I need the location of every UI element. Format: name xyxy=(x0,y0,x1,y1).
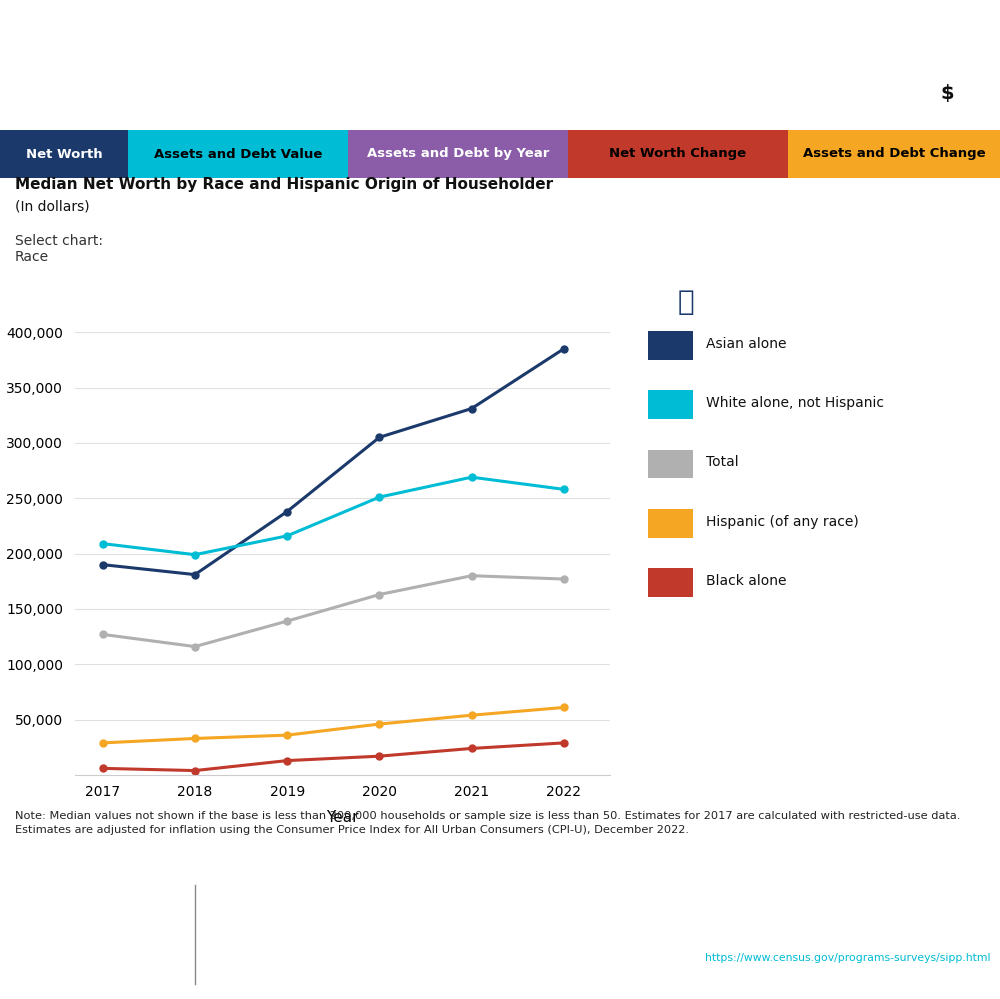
Text: Black alone: Black alone xyxy=(706,573,787,587)
Bar xyxy=(788,130,1000,178)
Text: Net Worth Change: Net Worth Change xyxy=(609,148,747,161)
Text: U.S. Department of Commerce: U.S. Department of Commerce xyxy=(210,899,449,913)
Text: (In dollars): (In dollars) xyxy=(15,200,90,214)
Text: Bureau: Bureau xyxy=(22,971,64,984)
Bar xyxy=(648,568,693,596)
Bar xyxy=(648,332,693,360)
Bar xyxy=(0,130,128,178)
Text: Race: Race xyxy=(15,250,49,264)
Polygon shape xyxy=(917,23,973,83)
Text: Source: 2017–2022 Survey of Income and Program Participation: Source: 2017–2022 Survey of Income and P… xyxy=(640,895,990,905)
Bar xyxy=(648,508,693,537)
Text: U.S. CENSUS BUREAU: U.S. CENSUS BUREAU xyxy=(210,921,344,931)
Text: $: $ xyxy=(940,84,954,103)
X-axis label: Year: Year xyxy=(326,810,359,825)
Text: Census: Census xyxy=(18,915,164,949)
Text: ⓘ: ⓘ xyxy=(677,289,694,317)
Text: White alone, not Hispanic: White alone, not Hispanic xyxy=(706,397,884,411)
Text: Select chart:: Select chart: xyxy=(15,234,103,248)
Bar xyxy=(568,130,788,178)
Text: Net Worth: Net Worth xyxy=(26,148,102,161)
Text: https://www.census.gov/programs-surveys/sipp.html: https://www.census.gov/programs-surveys/… xyxy=(704,953,990,963)
Bar xyxy=(648,391,693,420)
Bar xyxy=(348,130,568,178)
Text: Data Management System Project Number P-7516454,: Data Management System Project Number P-… xyxy=(691,914,990,924)
Text: United States®: United States® xyxy=(22,899,103,909)
Text: Assets and Debt by Year: Assets and Debt by Year xyxy=(367,148,549,161)
Text: Hispanic (of any race): Hispanic (of any race) xyxy=(706,514,859,528)
Text: Total: Total xyxy=(706,456,739,470)
Text: Disclosure Review Board Clearance Numbers: CBDRB-FY20-369, CBDRB-FY24-0222,: Disclosure Review Board Clearance Number… xyxy=(533,933,990,943)
Bar xyxy=(648,450,693,479)
Text: Asian alone: Asian alone xyxy=(706,337,787,351)
Bar xyxy=(18,973,98,977)
Text: Assets and Debt Value: Assets and Debt Value xyxy=(154,148,322,161)
Text: census.gov: census.gov xyxy=(210,941,280,954)
Text: Note: Median values not shown if the base is less than 200,000 households or sam: Note: Median values not shown if the bas… xyxy=(15,811,960,835)
Text: Net Worth, Assets, Debt of Households: 2017–2022: Net Worth, Assets, Debt of Households: 2… xyxy=(18,44,1000,86)
Circle shape xyxy=(931,77,963,109)
Text: Assets and Debt Change: Assets and Debt Change xyxy=(803,148,985,161)
Bar xyxy=(128,130,348,178)
Text: Median Net Worth by Race and Hispanic Origin of Householder: Median Net Worth by Race and Hispanic Or… xyxy=(15,177,553,192)
